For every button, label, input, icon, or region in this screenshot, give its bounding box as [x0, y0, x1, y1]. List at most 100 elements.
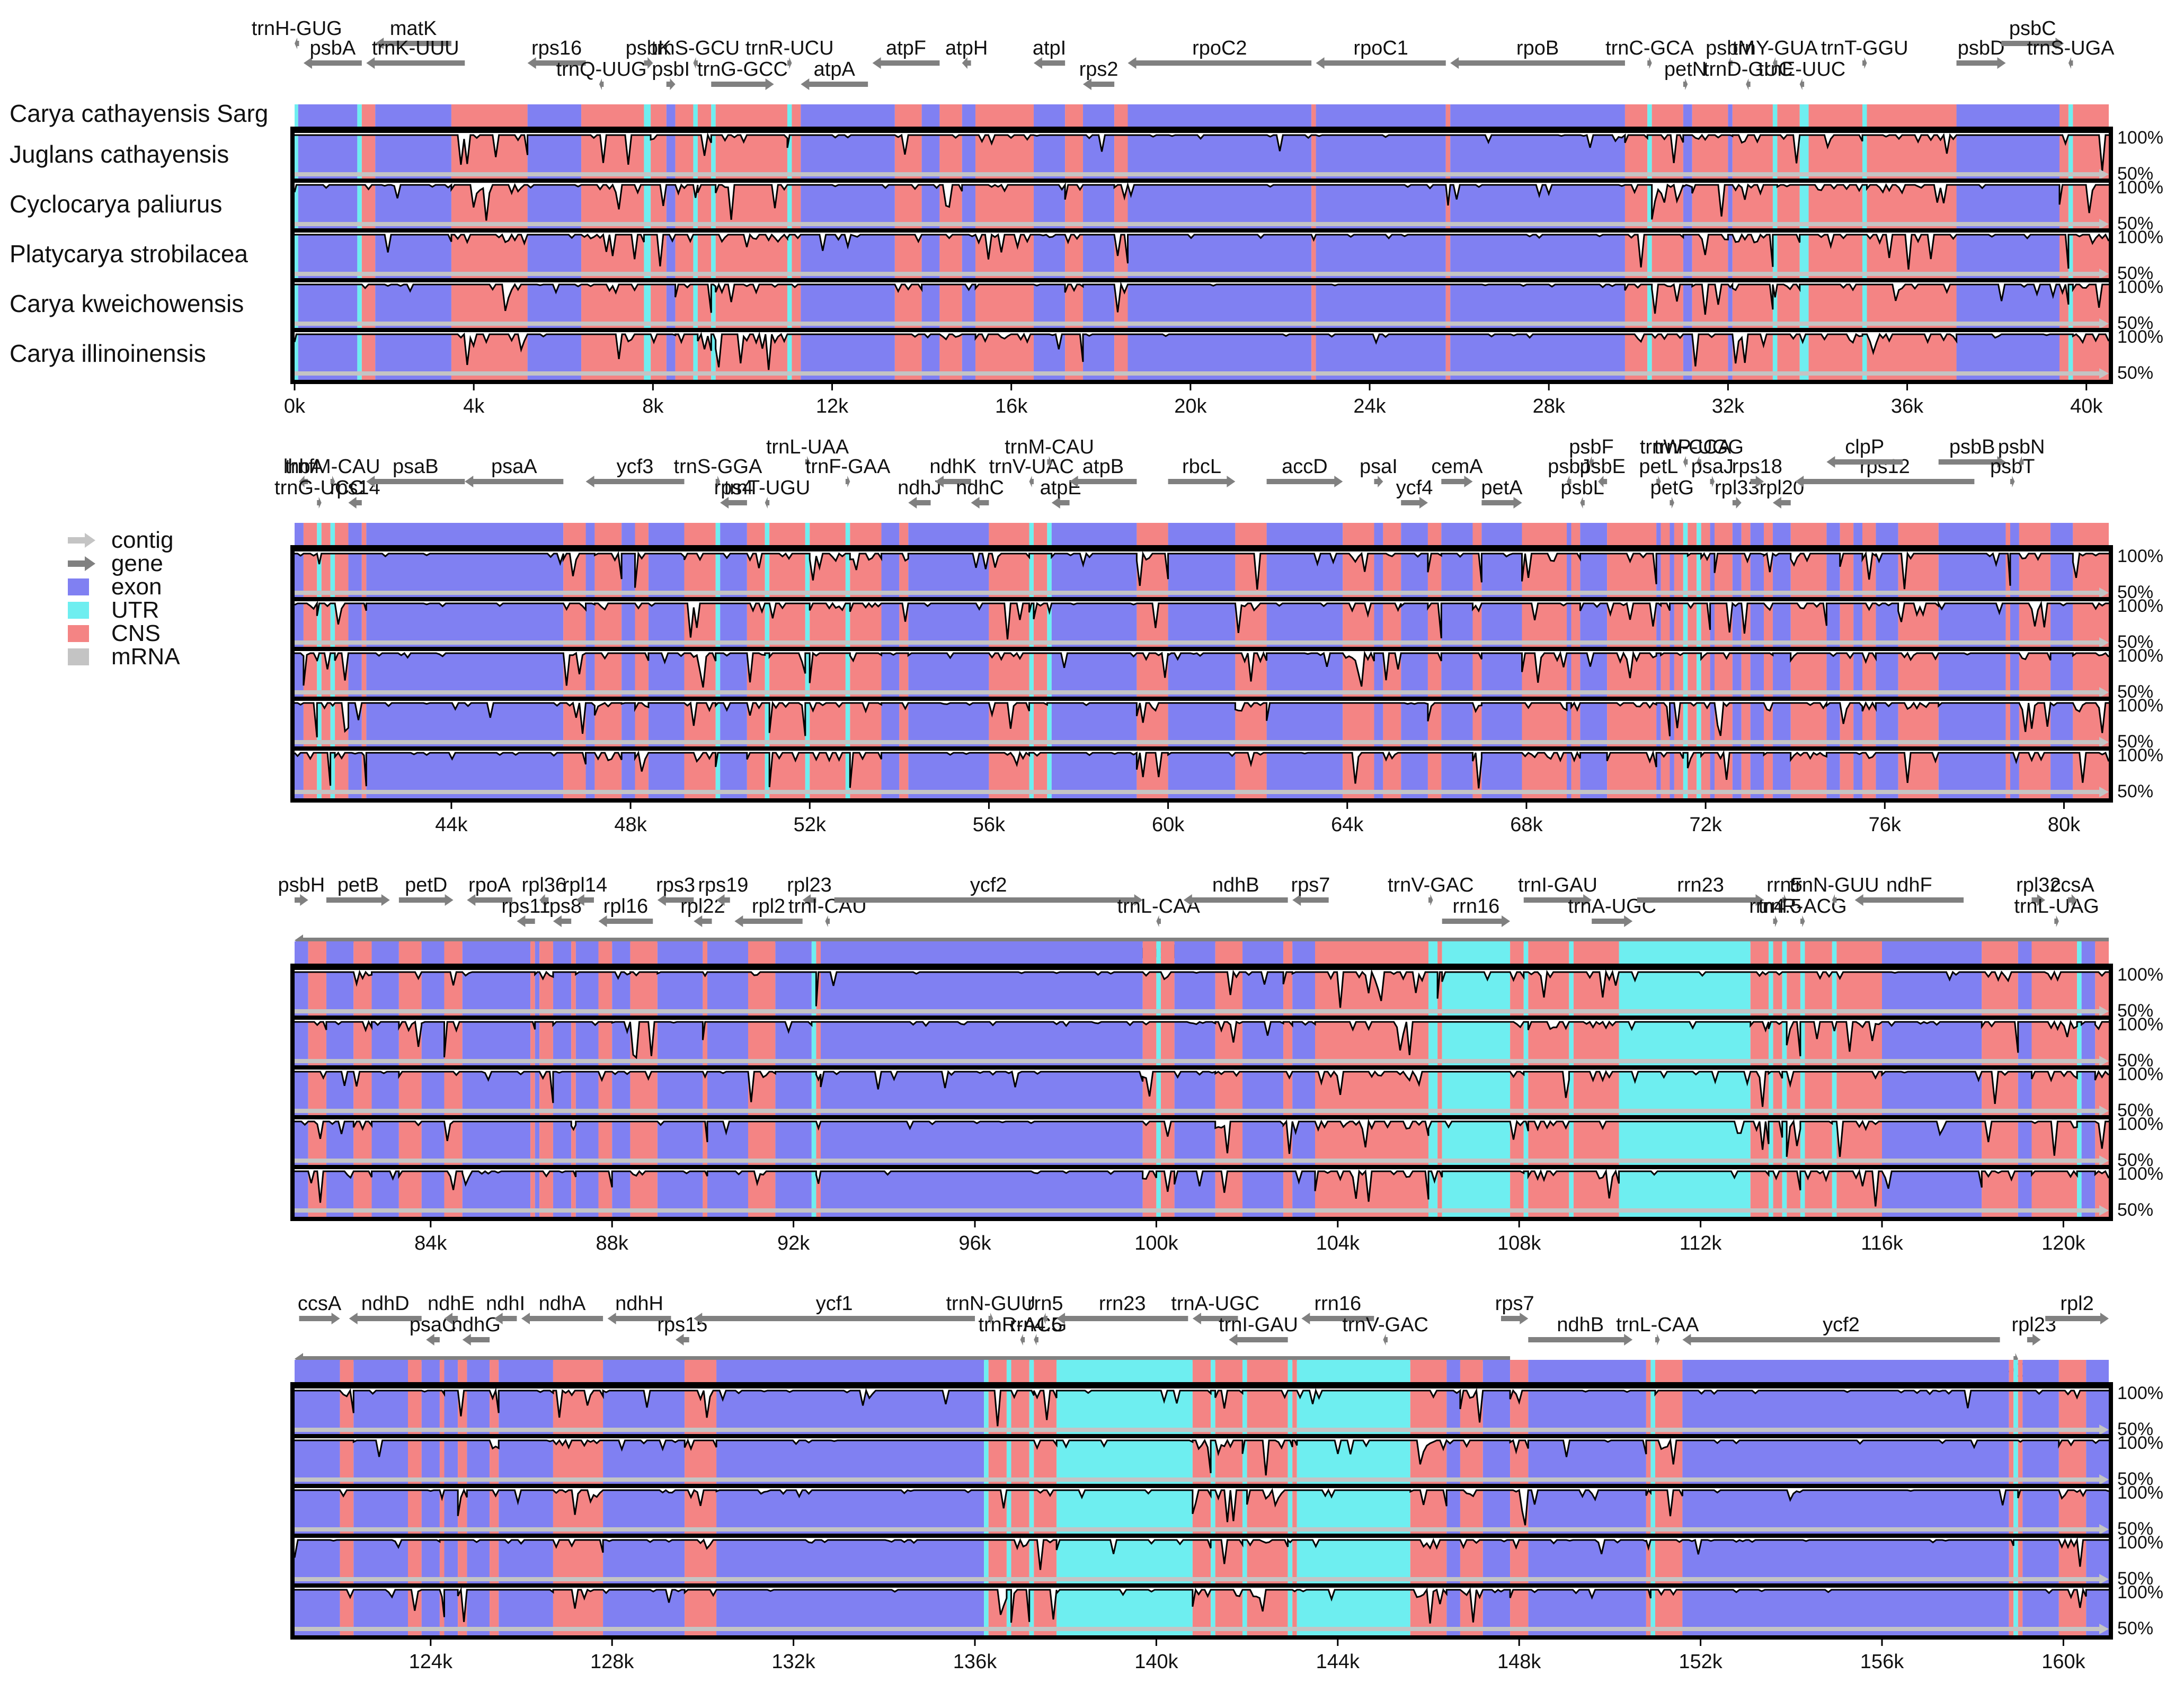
row-region-utr — [317, 549, 322, 599]
gene-label: psaB — [393, 456, 439, 478]
gene-arrow-trnfM-CAU — [330, 476, 335, 487]
region-exon — [657, 941, 703, 965]
row-region-cns — [1292, 1486, 1297, 1536]
row-region-utr — [984, 1536, 989, 1586]
row-region-utr — [2068, 131, 2073, 181]
gene-arrow-trnA-UGC — [1192, 1313, 1238, 1324]
contig-arrowhead — [2099, 1624, 2109, 1634]
region-cns — [308, 941, 326, 965]
gene-arrow-rrn23 — [1637, 894, 1764, 906]
gene-label: psbJ — [1548, 456, 1590, 478]
row-region-utr — [2013, 1386, 2018, 1436]
row-region-exon — [585, 549, 595, 599]
region-exon — [2022, 1360, 2059, 1383]
row-region-utr — [357, 131, 362, 181]
region-utr — [1006, 1360, 1011, 1383]
gene-arrow-rrn5 — [1043, 1313, 1047, 1324]
gene-label: trnN-GUU — [1790, 874, 1879, 896]
gene-arrow-rpl2 — [734, 915, 803, 927]
row-region-cns — [899, 649, 909, 699]
row-region-cns — [703, 968, 707, 1018]
row-region-cns — [530, 1167, 535, 1217]
gene-arrow-ndhK — [935, 476, 971, 487]
gene-label: trnR-UCU — [745, 37, 834, 59]
gene-label: rpl22 — [680, 895, 725, 918]
identity-curve — [295, 281, 2109, 315]
region-exon — [375, 104, 451, 128]
gene-arrow-rpl23 — [802, 894, 816, 906]
identity-curve — [294, 600, 2109, 640]
gene-arrow-rpoC2 — [1127, 57, 1312, 69]
gene-arrow-psbB — [1938, 456, 2006, 468]
row-region-utr — [2077, 1167, 2082, 1217]
gene-arrow-ndhB — [1183, 894, 1288, 906]
region-cns — [1805, 941, 1832, 965]
gene-label: psbN — [1998, 436, 2045, 458]
region-cns — [1573, 941, 1619, 965]
row-region-utr — [1647, 230, 1652, 280]
region-cns — [1343, 523, 1374, 546]
row-region-utr — [805, 649, 810, 699]
x-tick-label: 128k — [590, 1651, 634, 1673]
row-region-utr — [317, 699, 322, 749]
row-region-cns — [792, 131, 801, 181]
plot-frame — [290, 127, 2113, 384]
row-region-cns — [1646, 1536, 1651, 1586]
region-cns — [1283, 941, 1293, 965]
row-region-cns — [899, 749, 909, 798]
identity-row-3: 100% 50% — [295, 646, 2163, 702]
row-region-utr — [295, 181, 298, 230]
row-region-cns — [2018, 1436, 2023, 1486]
row-region-utr — [1029, 699, 1034, 749]
region-exon — [1938, 523, 2006, 546]
identity-tick-50: 50% — [2117, 363, 2153, 383]
identity-row-1: 100% 50% — [295, 128, 2163, 184]
region-exon — [1732, 523, 1742, 546]
legend-swatch-cns — [68, 625, 89, 642]
gene-arrow-trnG-GCC — [711, 78, 774, 90]
row-region-utr — [845, 649, 850, 699]
row-region-exon — [1728, 181, 1733, 230]
row-region-cns — [2005, 699, 2011, 749]
row-region-utr — [1569, 1067, 1574, 1117]
x-axis: 84k 88k 92k 96k 100k 104k 108k 112k 116k 120k — [414, 1219, 2086, 1254]
gene-arrow-trnS-GCU — [693, 57, 698, 69]
row-region-cns — [1741, 749, 1751, 798]
row-region-utr — [330, 749, 335, 798]
gene-arrow-trnR-ACG — [1020, 1334, 1025, 1346]
row-region-utr — [295, 280, 298, 330]
gene-label: petL — [1639, 456, 1678, 478]
identity-curve — [295, 969, 2109, 1008]
gene-label: ycf1 — [816, 1293, 853, 1315]
row-separator — [295, 597, 2109, 601]
row-region-cns — [490, 1586, 499, 1635]
identity-row-3: 100% 50% — [295, 1483, 2163, 1539]
region-cns — [598, 941, 612, 965]
region-utr — [2077, 941, 2082, 965]
region-utr — [711, 104, 716, 128]
gene-arrow-ndhD — [349, 1313, 422, 1324]
region-cns — [2009, 1360, 2014, 1383]
x-tick-label: 88k — [596, 1232, 629, 1254]
row-region-utr — [765, 649, 770, 699]
region-exon — [1710, 523, 1715, 546]
gene-label: petD — [405, 874, 447, 896]
gene-label: ccsA — [2050, 874, 2094, 896]
row-region-cns — [1437, 1018, 1442, 1067]
region-exon — [820, 941, 1143, 965]
gene-label: rps19 — [698, 874, 748, 896]
identity-curve — [295, 1019, 2109, 1059]
gene-arrow-rpl22 — [694, 915, 712, 927]
row-region-cns — [490, 1536, 499, 1586]
region-cns — [439, 1360, 445, 1383]
gene-arrow-trnL-UAG — [2054, 915, 2059, 927]
x-tick-label: 36k — [1891, 395, 1924, 417]
region-cns — [685, 1360, 717, 1383]
row-region-exon — [1670, 599, 1674, 649]
gene-label: psbD — [1958, 37, 2005, 59]
row-region-exon — [1567, 749, 1572, 798]
gene-arrow-trnS-GGA — [715, 476, 721, 487]
region-exon — [535, 941, 540, 965]
x-tick-label: 4k — [463, 395, 485, 417]
region-cns — [989, 523, 1029, 546]
